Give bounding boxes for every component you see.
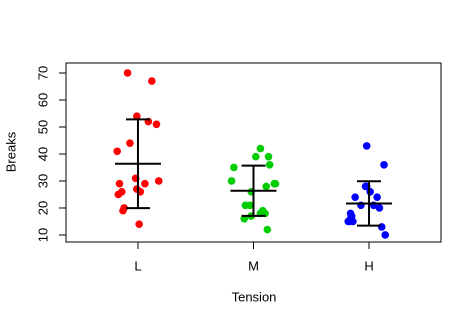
point xyxy=(373,193,381,201)
point xyxy=(361,182,370,191)
point xyxy=(252,152,260,161)
y-tick-label: 40 xyxy=(35,147,50,161)
point xyxy=(241,201,250,210)
point xyxy=(141,179,149,188)
x-tick-label: H xyxy=(364,258,373,273)
point xyxy=(264,152,273,161)
point xyxy=(126,139,134,147)
y-tick-label: 20 xyxy=(35,201,50,215)
y-tick-label: 50 xyxy=(35,120,50,134)
point xyxy=(133,112,141,120)
x-tick-label: M xyxy=(248,258,259,273)
point xyxy=(115,179,124,188)
point xyxy=(240,214,249,223)
y-tick-label: 30 xyxy=(35,174,50,188)
point xyxy=(351,193,359,201)
point xyxy=(258,206,267,215)
point xyxy=(375,204,384,212)
point xyxy=(154,177,163,185)
point xyxy=(380,160,388,169)
point xyxy=(148,77,156,85)
point xyxy=(362,142,371,150)
point xyxy=(263,225,272,234)
point xyxy=(230,163,238,172)
point xyxy=(117,187,126,196)
point xyxy=(123,69,132,77)
point xyxy=(346,214,355,223)
y-tick-label: 70 xyxy=(35,66,50,80)
point xyxy=(152,120,161,129)
x-axis-label: Tension xyxy=(232,289,277,304)
x-tick-label: L xyxy=(134,258,141,273)
point xyxy=(120,204,128,212)
point xyxy=(262,182,271,191)
point xyxy=(113,147,121,156)
point xyxy=(381,231,390,239)
point xyxy=(377,223,386,231)
point xyxy=(271,179,280,188)
point xyxy=(227,177,236,185)
y-axis-label: Breaks xyxy=(3,131,18,172)
y-tick-label: 10 xyxy=(35,228,50,242)
point xyxy=(133,185,141,193)
point xyxy=(256,144,265,153)
y-tick-label: 60 xyxy=(35,93,50,107)
point xyxy=(265,160,274,169)
point xyxy=(135,220,143,228)
